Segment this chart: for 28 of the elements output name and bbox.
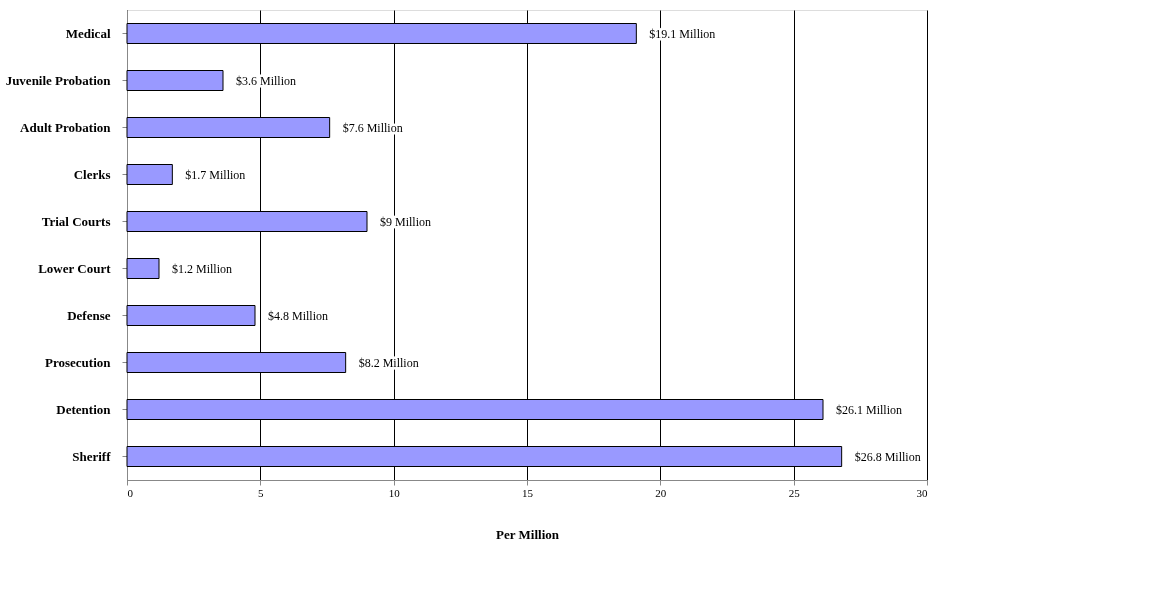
y-tick-label: Juvenile Probation	[5, 72, 112, 88]
y-tick-label: Lower Court	[38, 260, 112, 276]
x-tick-label: 10	[388, 486, 401, 499]
x-tick-label: 25	[788, 486, 801, 499]
data-label: $1.2 Million	[172, 261, 233, 276]
y-tick-label: Trial Courts	[41, 213, 111, 229]
y-tick-label: Clerks	[73, 166, 111, 182]
x-tick-label: 20	[655, 486, 667, 499]
bar	[126, 164, 173, 185]
y-tick-label: Sheriff	[72, 448, 112, 464]
bar	[126, 258, 160, 279]
x-tick-label: 15	[522, 486, 534, 499]
data-label: $26.8 Million	[854, 449, 921, 464]
y-tick-label: Adult Probation	[20, 119, 112, 135]
y-tick-label: Defense	[67, 307, 111, 323]
bar	[126, 70, 224, 91]
data-label: $4.8 Million	[268, 308, 329, 323]
data-label: $1.7 Million	[185, 167, 246, 182]
x-tick-label: 0	[127, 486, 134, 499]
x-axis-title: Per Million	[496, 526, 560, 542]
y-tick-label: Medical	[65, 25, 111, 41]
bar	[126, 305, 256, 326]
y-tick-label: Detention	[56, 401, 112, 417]
x-tick-label: 5	[258, 486, 265, 499]
data-label: $9 Million	[380, 214, 432, 229]
data-label: $26.1 Million	[836, 402, 903, 417]
y-tick-label: Prosecution	[45, 354, 112, 370]
x-tick-label: 30	[916, 486, 928, 499]
